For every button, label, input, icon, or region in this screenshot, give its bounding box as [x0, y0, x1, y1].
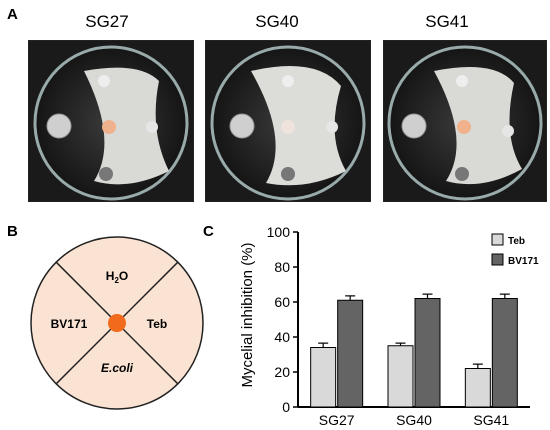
- bar-bv171-sg27: [337, 299, 364, 408]
- bar-teb-sg41: [464, 368, 491, 408]
- plate-label-sg41: SG41: [425, 12, 469, 31]
- quadrant-label-bottom: E.coli: [101, 361, 134, 375]
- y-tick-label: 100: [267, 224, 291, 240]
- plate-image-sg40: [205, 40, 371, 202]
- assay-layout-diagram: H2O BV171 Teb E.coli: [30, 236, 204, 410]
- panel-b-letter: B: [7, 223, 18, 240]
- y-tick-label: 60: [274, 294, 290, 310]
- plate-label-sg27: SG27: [85, 12, 129, 31]
- panel-a-letter: A: [7, 6, 18, 23]
- chart-legend: Teb BV171: [491, 233, 539, 267]
- quadrant-label-right: Teb: [147, 317, 167, 331]
- inhibition-bar-chart: Mycelial inhibition (%) 0 20 40 60 80 100 SG27…: [239, 224, 539, 428]
- legend-label-teb: Teb: [508, 236, 525, 247]
- plate-label-sg40: SG40: [255, 12, 299, 31]
- legend-label-bv171: BV171: [508, 256, 539, 267]
- x-tick-label: SG40: [396, 412, 432, 428]
- x-tick-label: SG27: [319, 412, 355, 428]
- plate-image-sg41: [383, 40, 547, 202]
- center-dot: [108, 314, 126, 332]
- y-tick-label: 40: [274, 329, 290, 345]
- y-tick-label: 0: [282, 399, 290, 415]
- chart-axes: 0 20 40 60 80 100 SG27 SG40 SG41: [267, 224, 530, 428]
- x-tick-label: SG41: [473, 412, 509, 428]
- bar-bv171-sg40: [414, 298, 441, 408]
- bar-teb-sg27: [310, 347, 337, 408]
- y-axis-label: Mycelial inhibition (%): [239, 242, 256, 387]
- y-tick-label: 80: [274, 259, 290, 275]
- plate-image-sg27: [28, 40, 194, 202]
- bar-bv171-sg41: [491, 298, 518, 408]
- bar-teb-sg40: [387, 345, 414, 408]
- y-tick-label: 20: [274, 364, 290, 380]
- quadrant-label-top: H2O: [106, 269, 128, 285]
- chart-bars: [310, 293, 518, 408]
- panel-c-letter: C: [203, 223, 214, 240]
- legend-swatch-teb: [491, 233, 504, 246]
- quadrant-label-left: BV171: [51, 317, 88, 331]
- legend-swatch-bv171: [491, 253, 504, 266]
